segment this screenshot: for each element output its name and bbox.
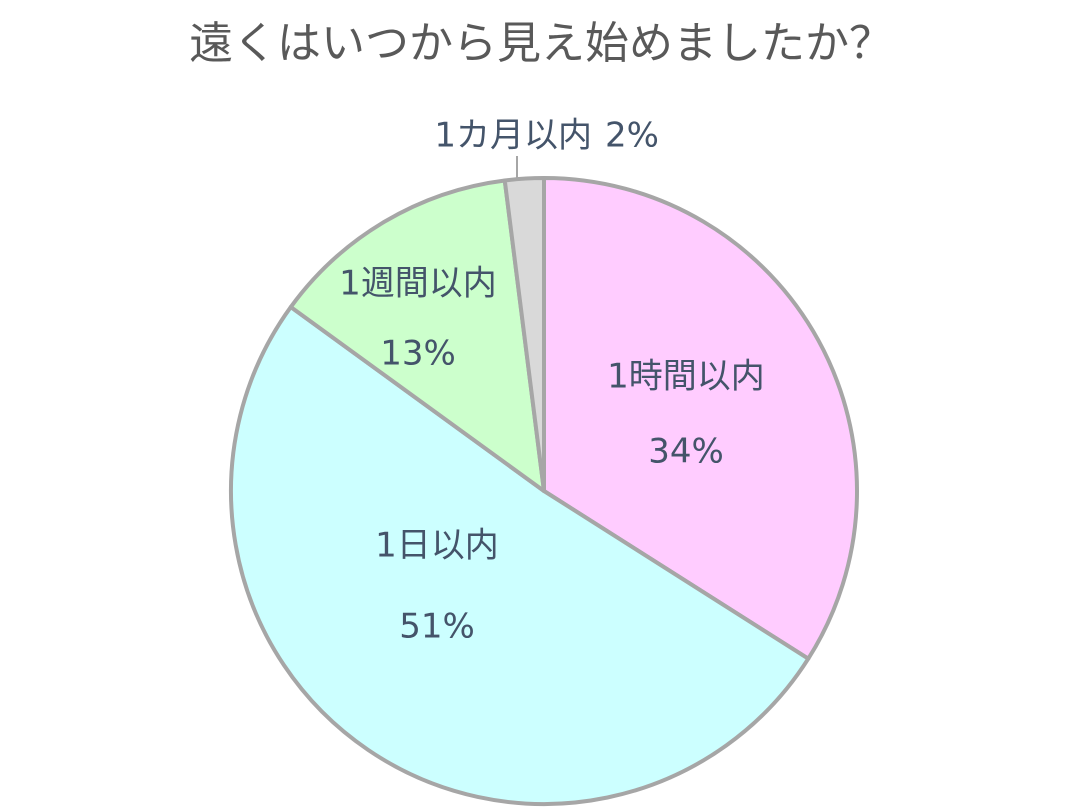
slice-label: 1時間以内 <box>607 357 765 397</box>
pie-slice <box>229 305 811 806</box>
pie-slice <box>502 176 546 493</box>
slice-label: 1週間以内 <box>339 264 497 304</box>
chart-title: 遠くはいつから見え始めましたか？ <box>189 18 893 69</box>
slice-label: 1カ月以内 <box>434 116 592 156</box>
pie-slice <box>288 178 546 493</box>
slice-value-label: 34% <box>648 432 724 472</box>
slice-value-label: 2% <box>605 116 659 156</box>
slice-value-label: 51% <box>399 607 475 647</box>
slice-label: 1日以内 <box>375 526 499 566</box>
slice-value-label: 13% <box>380 334 456 374</box>
